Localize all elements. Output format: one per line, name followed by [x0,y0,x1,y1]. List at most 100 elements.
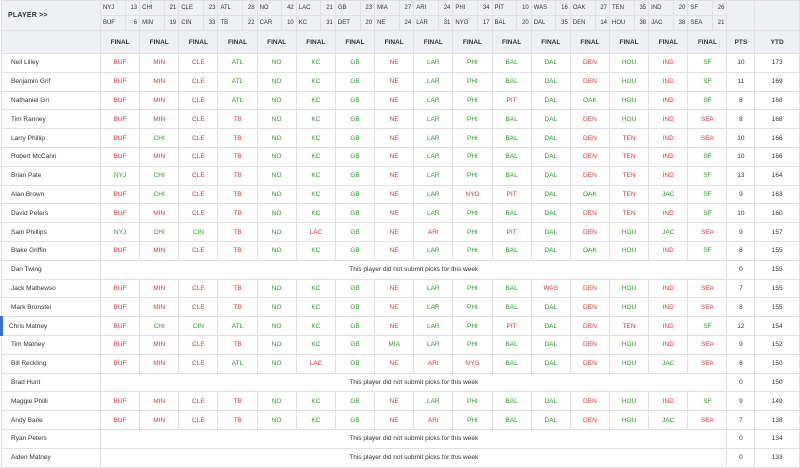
pick-cell: NE [374,391,415,412]
pick-cell: LAR [413,278,454,299]
player-ytd: 150 [754,353,800,374]
player-name[interactable]: Brian Pate [1,165,101,186]
player-name[interactable]: Robert McCann [1,146,101,167]
player-row[interactable]: Ryan Peters This player did not submit pi… [1,428,800,449]
player-points: 10 [726,146,756,167]
player-row[interactable]: Andy Bane BUF MIN CLE TB NO KC GB NE ARI PHI BAL DAL… [1,410,800,430]
player-name[interactable]: Neil Lilley [1,53,101,73]
player-row[interactable]: David Peters BUF MIN CLE TB NO KC GB NE LAR PHI BAL… [1,203,800,224]
player-row[interactable]: Tim Ranney BUF MIN CLE TB NO KC GB NE LAR PHI BAL DA… [1,109,800,130]
player-name[interactable]: Tim Matney [1,334,101,355]
game-away-team: MIA [374,0,400,16]
pick-cell: BAL [491,71,532,92]
player-row[interactable]: Bill Reckling BUF MIN CLE ATL NO LAC GB NE ARI NYG… [1,353,800,374]
pick-cell: NYJ [99,165,141,186]
pick-cell: DAL [530,222,571,242]
pick-cell: MIN [139,109,180,130]
header-spacer [754,0,800,31]
player-name[interactable]: Aiden Matney [1,447,101,468]
player-name[interactable]: Bill Reckling [1,353,101,374]
player-row[interactable]: Brian Pate NYJ CHI CLE TB NO KC GB NE LAR PHI BAL DA… [1,165,800,186]
pick-cell: NE [374,53,415,73]
pick-cell: TB [217,410,258,430]
pick-cell: DAL [530,316,571,336]
pick-cell: LAR [413,109,454,130]
game-away-team: WAS [530,0,557,16]
game-away-team: NO [256,0,283,16]
player-name[interactable]: Alan Brown [1,184,101,205]
pick-cell: JAC [648,410,689,430]
player-row[interactable]: Jack Mathewso BUF MIN CLE TB NO KC GB NE LAR PHI BA… [1,278,800,299]
game-home-score: 10 [281,15,297,31]
player-name[interactable]: Dan Twing [1,259,101,280]
player-row[interactable]: Alan Brown BUF CHI CLE TB NO KC GB NE LAR NYG PIT DA… [1,184,800,205]
pick-cell: CHI [139,222,180,242]
player-row[interactable]: Nathaniel Gri BUF MIN CLE ATL NO KC GB NE LAR PHI P… [1,90,800,111]
player-row[interactable]: Blake Griffin BUF MIN CLE TB NO KC GB NE LAR PHI BA… [1,240,800,261]
pick-cell: DAL [530,203,571,224]
pick-cell: SF [687,240,728,261]
game-home-team: CAR [256,15,283,31]
player-row[interactable]: Benjamin Grif BUF MIN CLE ATL NO KC GB NE LAR PHI B… [1,71,800,92]
no-picks-message: This player did not submit picks for thi… [99,372,728,393]
player-column-header[interactable]: PLAYER >> [1,0,101,31]
pick-cell: DEN [569,334,611,355]
player-name[interactable]: Sam Phillips [1,222,101,242]
player-points: 9 [726,222,756,242]
pick-cell: BUF [99,184,141,205]
player-name[interactable]: Nathaniel Gri [1,90,101,111]
game-home-team: BUF [99,15,126,31]
player-row[interactable]: Chris Matney BUF CHI CIN ATL NO KC GB NE LAR PHI PI… [0,316,800,336]
ytd-column-header[interactable]: YTD [754,30,800,54]
player-points: 0 [726,447,756,468]
pick-cell: DEN [569,278,611,299]
player-name[interactable]: Chris Matney [0,316,101,336]
player-row[interactable]: Aiden Matney This player did not submit p… [1,447,800,468]
game-away-team: ARI [413,0,439,16]
pick-cell: SF [687,203,728,224]
pick-cell: IND [648,146,689,167]
pts-column-header[interactable]: PTS [726,30,756,54]
pick-cell: SF [687,71,728,92]
pick-cell: LAR [413,165,454,186]
player-row[interactable]: Robert McCann BUF MIN CLE TB NO KC GB NE LAR PHI BA… [1,146,800,167]
player-name[interactable]: Maggie Philli [1,391,101,412]
player-name[interactable]: Tim Ranney [1,109,101,130]
player-row[interactable]: Neil Lilley BUF MIN CLE ATL NO KC GB NE LAR PHI BAL… [1,53,800,73]
pick-cell: BUF [99,391,141,412]
pick-cell: IND [648,278,689,299]
pick-cell: BAL [491,353,532,374]
player-row[interactable]: Sam Phillips NYJ CHI CIN TB NO LAC GB NE ARI PHI PI… [1,222,800,242]
player-name[interactable]: Mark Bronstei [1,297,101,318]
game-status: FINAL [178,30,219,54]
pick-cell: BUF [99,203,141,224]
pick-cell: BUF [99,109,141,130]
player-row[interactable]: Larry Phillip BUF CHI CLE TB NO KC GB NE LAR PHI BA… [1,128,800,148]
player-row[interactable]: Dan Twing This player did not submit pick… [1,259,800,280]
player-points: 10 [726,128,756,148]
game-status: FINAL [139,30,180,54]
pick-cell: TB [217,297,258,318]
player-points: 9 [726,334,756,355]
pick-cell: IND [648,109,689,130]
pick-cell: ARI [413,353,454,374]
player-row[interactable]: Maggie Philli BUF MIN CLE TB NO KC GB NE LAR PHI BA… [1,391,800,412]
player-name[interactable]: Jack Mathewso [1,278,101,299]
pick-cell: NO [256,146,297,167]
game-away-team: PIT [491,0,518,16]
player-name[interactable]: Brad Hunt [1,372,101,393]
player-name[interactable]: David Peters [1,203,101,224]
player-ytd: 168 [754,109,800,130]
game-status: FINAL [569,30,611,54]
player-row[interactable]: Mark Bronstei BUF MIN CLE TB NO KC GB NE LAR PHI BA… [1,297,800,318]
player-name[interactable]: Ryan Peters [1,428,101,449]
pick-cell: NE [374,165,415,186]
pick-cell: BAL [491,410,532,430]
player-name[interactable]: Larry Phillip [1,128,101,148]
player-name[interactable]: Benjamin Grif [1,71,101,92]
player-name[interactable]: Andy Bane [1,410,101,430]
player-name[interactable]: Blake Griffin [1,240,101,261]
player-row[interactable]: Brad Hunt This player did not submit pick… [1,372,800,393]
player-row[interactable]: Tim Matney BUF MIN CLE TB NO KC GB MIA LAR PHI BAL D… [1,334,800,355]
game-home-team: TB [217,15,244,31]
